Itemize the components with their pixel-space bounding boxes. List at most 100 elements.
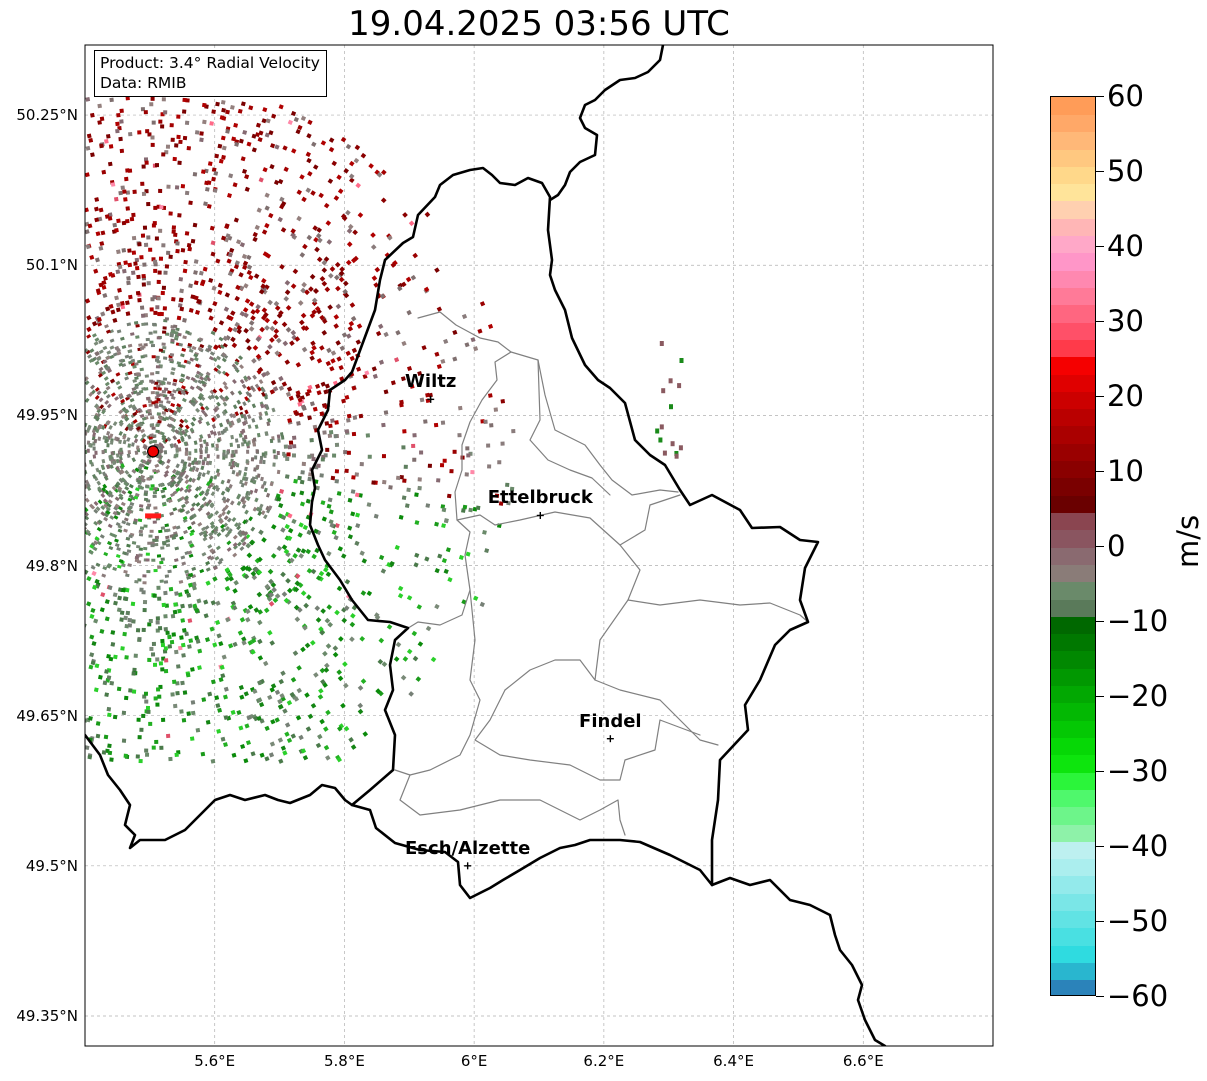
- echo-pixel: [380, 568, 387, 574]
- echo-pixel: [343, 725, 350, 732]
- echo-pixel: [101, 471, 107, 477]
- echo-pixel: [259, 752, 265, 758]
- echo-pixel: [327, 304, 333, 311]
- echo-pixel: [251, 358, 257, 364]
- echo-pixel: [475, 505, 481, 511]
- echo-pixel: [276, 496, 282, 502]
- echo-pixel: [220, 430, 225, 435]
- echo-pixel: [182, 515, 188, 521]
- echo-pixel: [194, 448, 198, 453]
- echo-pixel: [140, 474, 145, 479]
- echo-pixel: [203, 201, 208, 207]
- echo-pixel: [187, 484, 193, 490]
- echo-pixel: [214, 395, 220, 401]
- echo-pixel: [294, 580, 301, 587]
- echo-pixel: [98, 349, 104, 355]
- echo-pixel: [85, 444, 87, 450]
- echo-pixel: [131, 619, 136, 624]
- echo-pixel: [181, 653, 186, 658]
- echo-pixel: [290, 283, 297, 289]
- echo-pixel: [292, 553, 298, 559]
- echo-pixel: [204, 637, 210, 643]
- echo-pixel: [187, 540, 193, 545]
- echo-pixel: [295, 715, 302, 721]
- echo-pixel: [141, 282, 146, 287]
- echo-pixel: [242, 260, 249, 266]
- echo-pixel: [123, 197, 128, 202]
- echo-pixel: [125, 573, 130, 578]
- echo-pixel: [277, 698, 283, 705]
- echo-pixel: [425, 503, 431, 508]
- echo-pixel: [238, 355, 244, 361]
- echo-pixel: [359, 636, 366, 642]
- echo-pixel: [227, 421, 233, 427]
- echo-pixel: [104, 139, 109, 144]
- echo-pixel: [210, 524, 216, 529]
- echo-pixel: [112, 317, 118, 323]
- echo-pixel: [176, 479, 182, 485]
- echo-pixel: [174, 546, 180, 551]
- map-title: 19.04.2025 03:56 UTC: [348, 4, 730, 44]
- echo-pixel: [153, 268, 158, 273]
- echo-pixel: [208, 531, 214, 537]
- echo-pixel: [96, 390, 102, 396]
- echo-pixel: [285, 304, 292, 311]
- canton-boundary-south-2: [474, 689, 701, 781]
- echo-pixel: [324, 617, 331, 624]
- echo-pixel: [137, 242, 142, 247]
- echo-pixel: [306, 234, 313, 241]
- echo-pixel: [327, 433, 333, 438]
- echo-pixel: [127, 343, 133, 348]
- colorbar-segment: [1051, 598, 1095, 617]
- echo-pixel: [320, 140, 327, 146]
- echo-pixel: [302, 625, 308, 631]
- echo-pixel: [177, 390, 183, 395]
- echo-pixel: [177, 303, 183, 308]
- echo-pixel: [149, 529, 154, 533]
- echo-pixel: [90, 542, 96, 547]
- echo-pixel: [130, 442, 135, 447]
- echo-pixel: [300, 470, 305, 475]
- echo-pixel: [269, 438, 274, 444]
- echo-pixel: [346, 418, 351, 423]
- echo-pixel: [311, 141, 317, 147]
- echo-pixel: [311, 309, 318, 315]
- echo-pixel: [86, 334, 92, 339]
- echo-pixel: [351, 385, 357, 391]
- echo-pixel: [135, 335, 140, 339]
- echo-pixel: [172, 564, 178, 569]
- echo-pixel: [134, 492, 140, 497]
- echo-pixel: [224, 372, 230, 377]
- colorbar-tick-label: 30: [1107, 304, 1144, 338]
- echo-pixel: [173, 703, 178, 709]
- echo-pixel: [151, 426, 156, 430]
- echo-pixel: [321, 280, 328, 287]
- echo-pixel: [175, 327, 180, 332]
- echo-pixel: [240, 413, 245, 419]
- echo-pixel: [102, 389, 108, 395]
- echo-pixel: [198, 387, 204, 392]
- colorbar-tick-label: −10: [1107, 604, 1169, 638]
- echo-pixel: [234, 438, 239, 443]
- colorbar-segment: [1051, 322, 1095, 340]
- echo-pixel: [179, 471, 185, 477]
- echo-pixel: [187, 462, 192, 468]
- echo-pixel: [279, 203, 285, 210]
- echo-pixel: [150, 391, 155, 395]
- echo-pixel: [319, 667, 326, 674]
- echo-pixel: [155, 657, 160, 662]
- echo-pixel: [221, 154, 226, 160]
- echo-pixel: [297, 607, 303, 613]
- echo-pixel: [257, 638, 263, 645]
- echo-pixel: [137, 359, 142, 364]
- echo-pixel: [102, 483, 108, 489]
- echo-pixel: [304, 692, 310, 698]
- echo-pixel: [238, 684, 244, 691]
- echo-pixel: [293, 116, 299, 123]
- echo-pixel: [306, 568, 313, 574]
- echo-pixel: [85, 529, 91, 535]
- echo-pixel: [152, 494, 157, 499]
- echo-pixel: [362, 731, 369, 737]
- echo-pixel: [236, 328, 242, 335]
- echo-pixel: [350, 489, 356, 494]
